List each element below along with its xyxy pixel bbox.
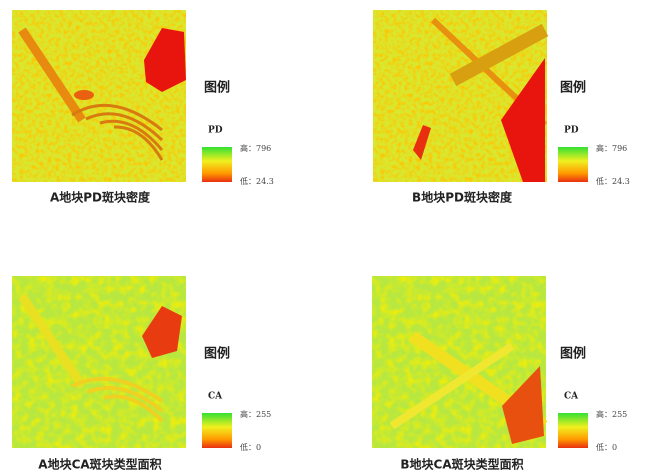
caption: B地块CA斑块类型面积 [400, 457, 523, 472]
legend-low: 低：24.3 [596, 176, 630, 186]
map-panel [12, 276, 186, 448]
caption: B地块PD斑块密度 [412, 190, 513, 205]
legend-ramp [202, 147, 232, 182]
legend-ramp [202, 413, 232, 448]
map-texture [12, 276, 186, 448]
legend-ramp [558, 413, 588, 448]
patch [74, 90, 94, 100]
figure: 图例PD高：796低：24.3A地块PD斑块密度图例PD高：796低：24.3B… [0, 0, 660, 475]
map-panel [372, 276, 546, 448]
legend-title: 图例 [560, 346, 586, 362]
legend-title: 图例 [204, 346, 230, 362]
legend-high: 高：796 [240, 143, 271, 153]
legend-ramp [558, 147, 588, 182]
legend-variable: PD [208, 126, 223, 136]
legend-low: 低：0 [240, 442, 261, 452]
legend-high: 高：255 [596, 409, 627, 419]
legend-variable: CA [208, 392, 223, 402]
legend-low: 低：0 [596, 442, 617, 452]
legend-high: 高：796 [596, 143, 627, 153]
map-panel [12, 10, 186, 182]
caption: A地块PD斑块密度 [50, 190, 151, 205]
legend-title: 图例 [204, 80, 230, 96]
legend-variable: CA [564, 392, 579, 402]
legend-variable: PD [564, 126, 579, 136]
legend-high: 高：255 [240, 409, 271, 419]
caption: A地块CA斑块类型面积 [38, 457, 161, 472]
legend-title: 图例 [560, 80, 586, 96]
map-panel [373, 10, 547, 182]
legend-low: 低：24.3 [240, 176, 274, 186]
